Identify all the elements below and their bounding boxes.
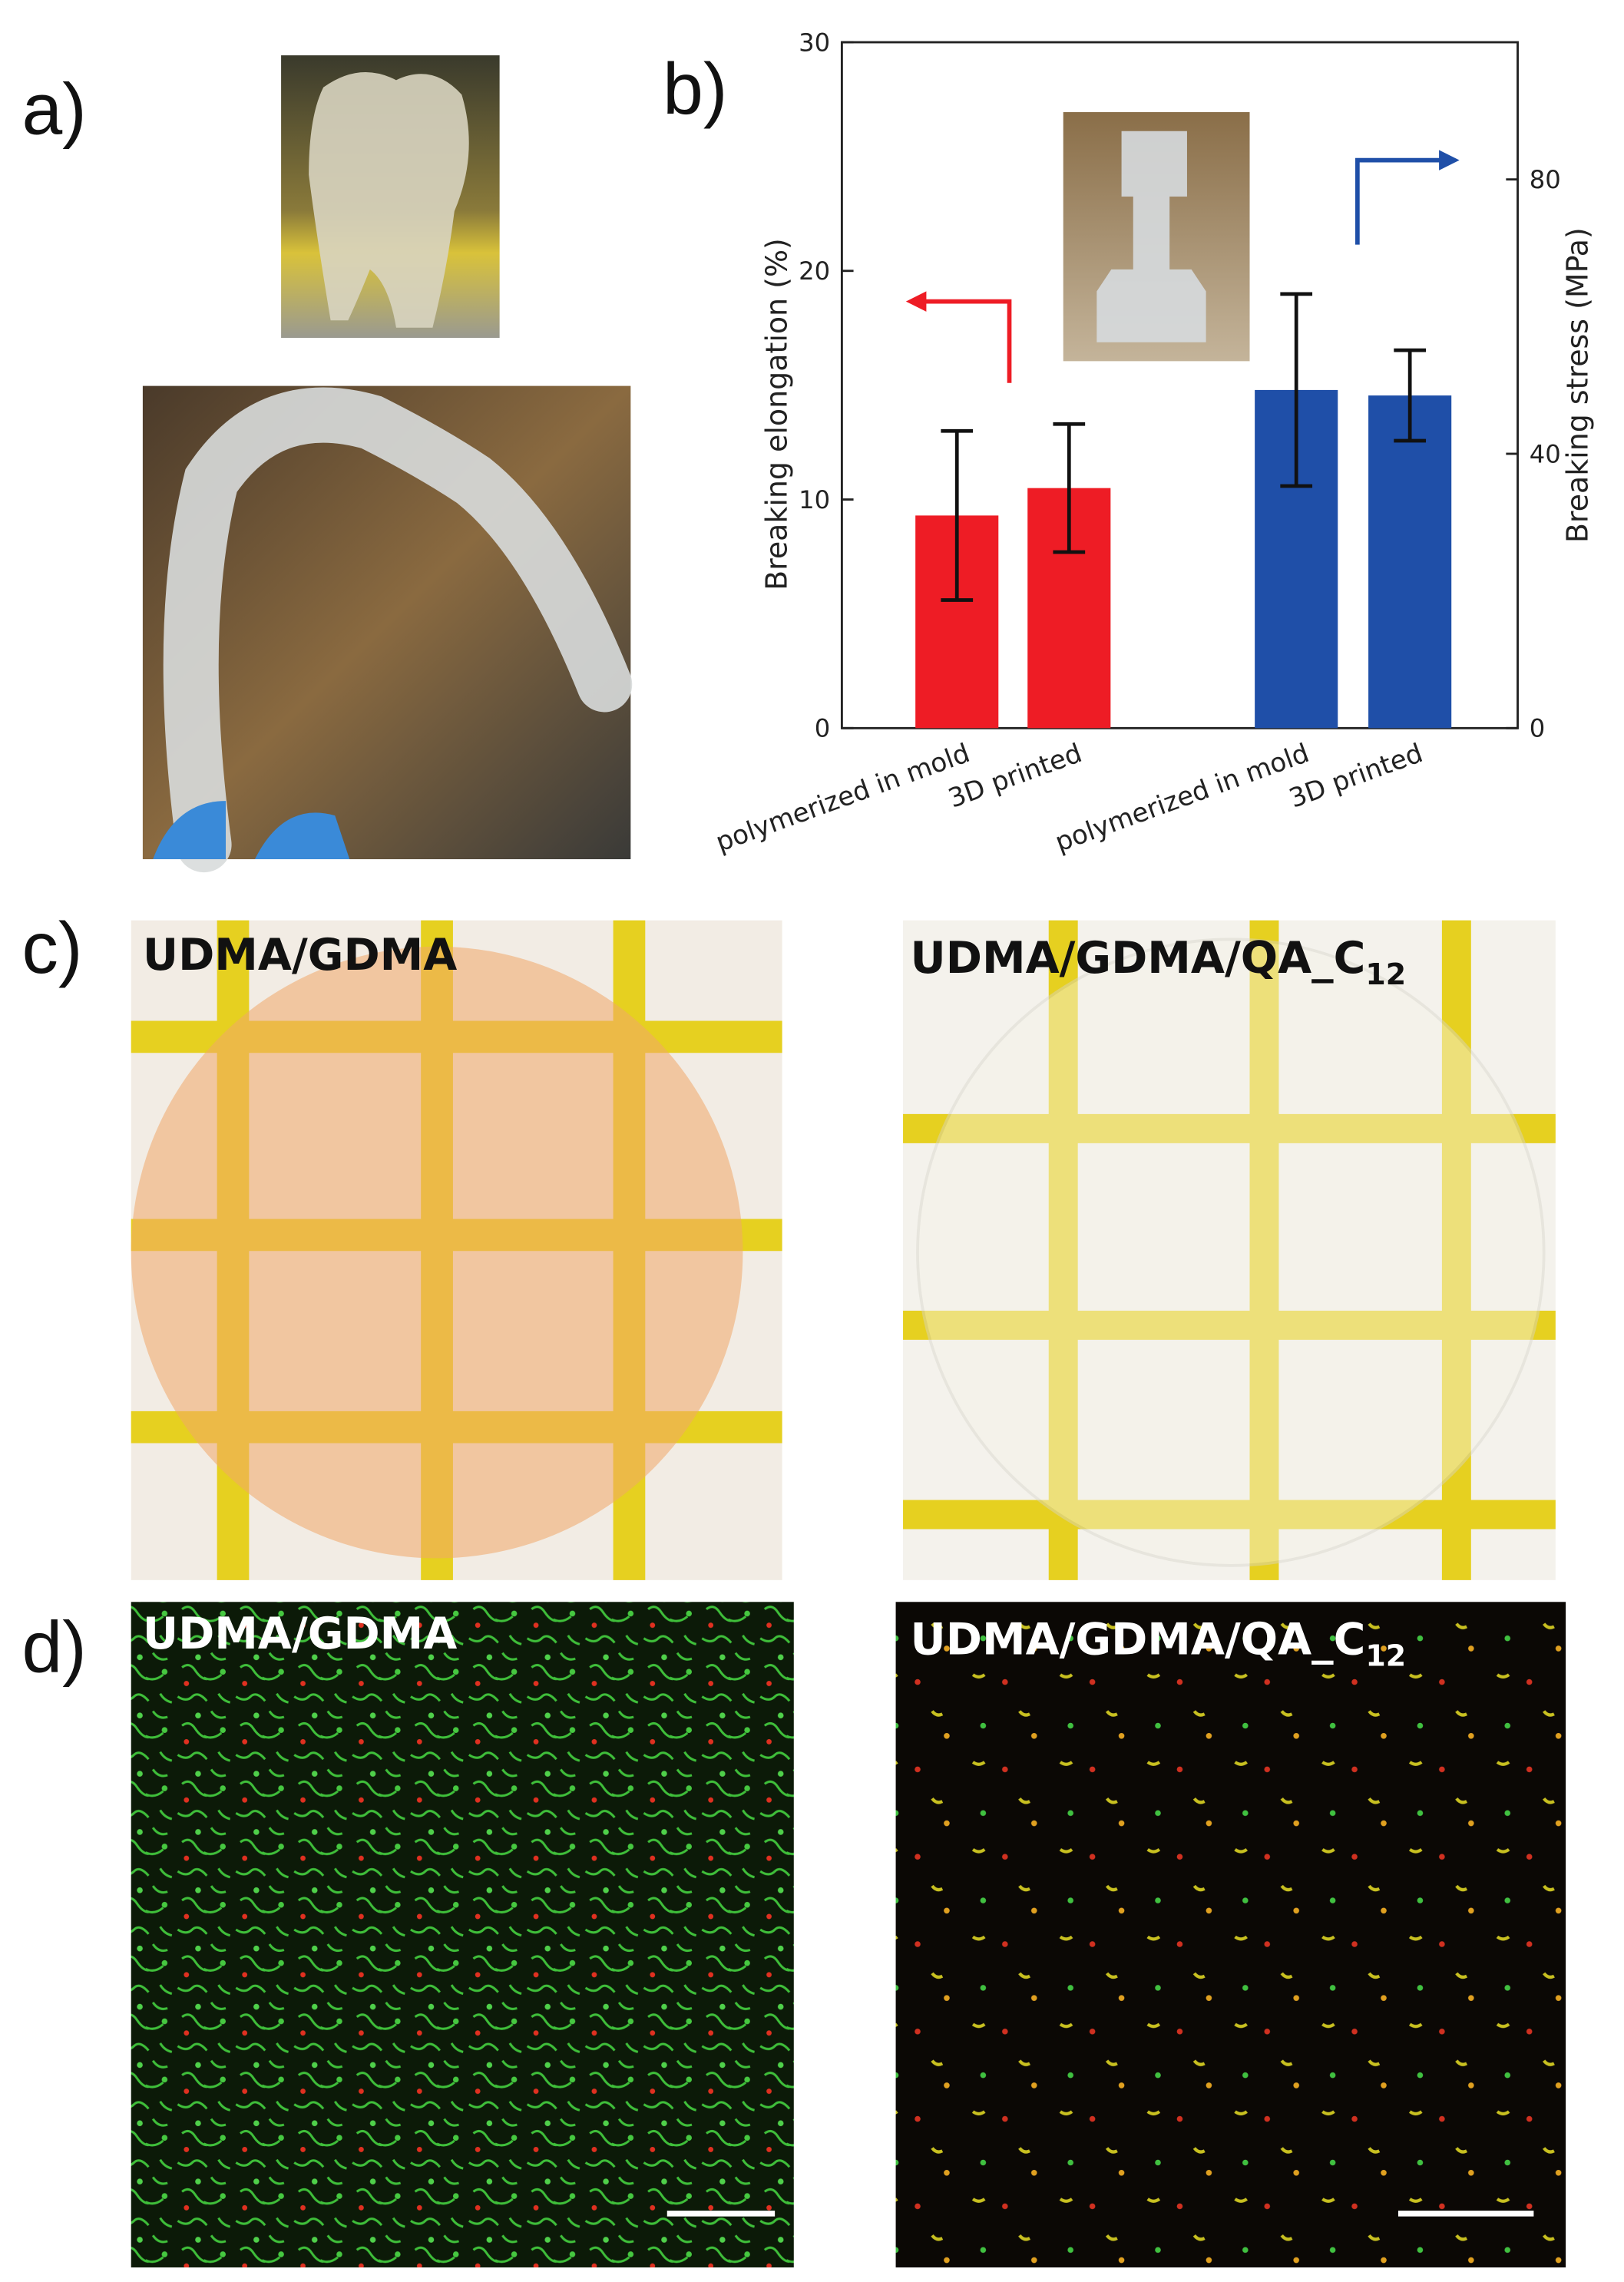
y2-tick-label: 40 (1530, 439, 1561, 468)
axis-arrow (920, 299, 1012, 383)
bar (1368, 395, 1452, 729)
panel-label: b) (663, 48, 727, 130)
error-bar (1053, 422, 1086, 554)
label-subscript: 12 (1365, 1639, 1406, 1673)
y-axis-title: Breaking elongation (%) (759, 238, 793, 590)
label-text: UDMA/GDMA/QA_C (911, 1615, 1366, 1665)
error-bar (941, 428, 974, 602)
x-tick-label: polymerized in mold (712, 738, 974, 858)
y-tick-label: 20 (799, 256, 830, 286)
y-tick-label: 30 (799, 28, 830, 57)
plot-frame (840, 41, 1519, 729)
photo-label: UDMA/GDMA (143, 930, 457, 981)
axis-arrow-head (905, 291, 927, 312)
panel-label: c) (21, 908, 82, 989)
micrograph (131, 1602, 794, 2268)
micrograph (895, 1602, 1566, 2268)
photo-label: UDMA/GDMA/QA_C12 (911, 1615, 1407, 1673)
axis-arrow (1355, 157, 1442, 245)
dogbone-photo (1063, 112, 1250, 362)
error-bar (1394, 348, 1427, 443)
panel-label: d) (21, 1606, 86, 1688)
y-tick-label: 0 (815, 714, 831, 743)
axis-arrow-head (1439, 150, 1460, 170)
y2-axis-title: Breaking stress (MPa) (1561, 227, 1595, 543)
y2-tick-label: 0 (1530, 714, 1546, 743)
photo-label: UDMA/GDMA (143, 1609, 457, 1659)
aligner-photo (142, 385, 633, 873)
x-tick-label: polymerized in mold (1051, 738, 1313, 858)
sample-photo (131, 920, 782, 1580)
panel-label: a) (21, 68, 86, 150)
error-bar (1280, 292, 1313, 488)
y-tick-label: 10 (799, 485, 830, 514)
tooth-photo (281, 55, 500, 339)
sample-photo (903, 920, 1556, 1580)
label-subscript: 12 (1365, 957, 1406, 991)
label-text: UDMA/GDMA/QA_C (911, 933, 1366, 984)
photo-label: UDMA/GDMA/QA_C12 (911, 933, 1407, 991)
y2-tick-label: 80 (1530, 165, 1561, 194)
